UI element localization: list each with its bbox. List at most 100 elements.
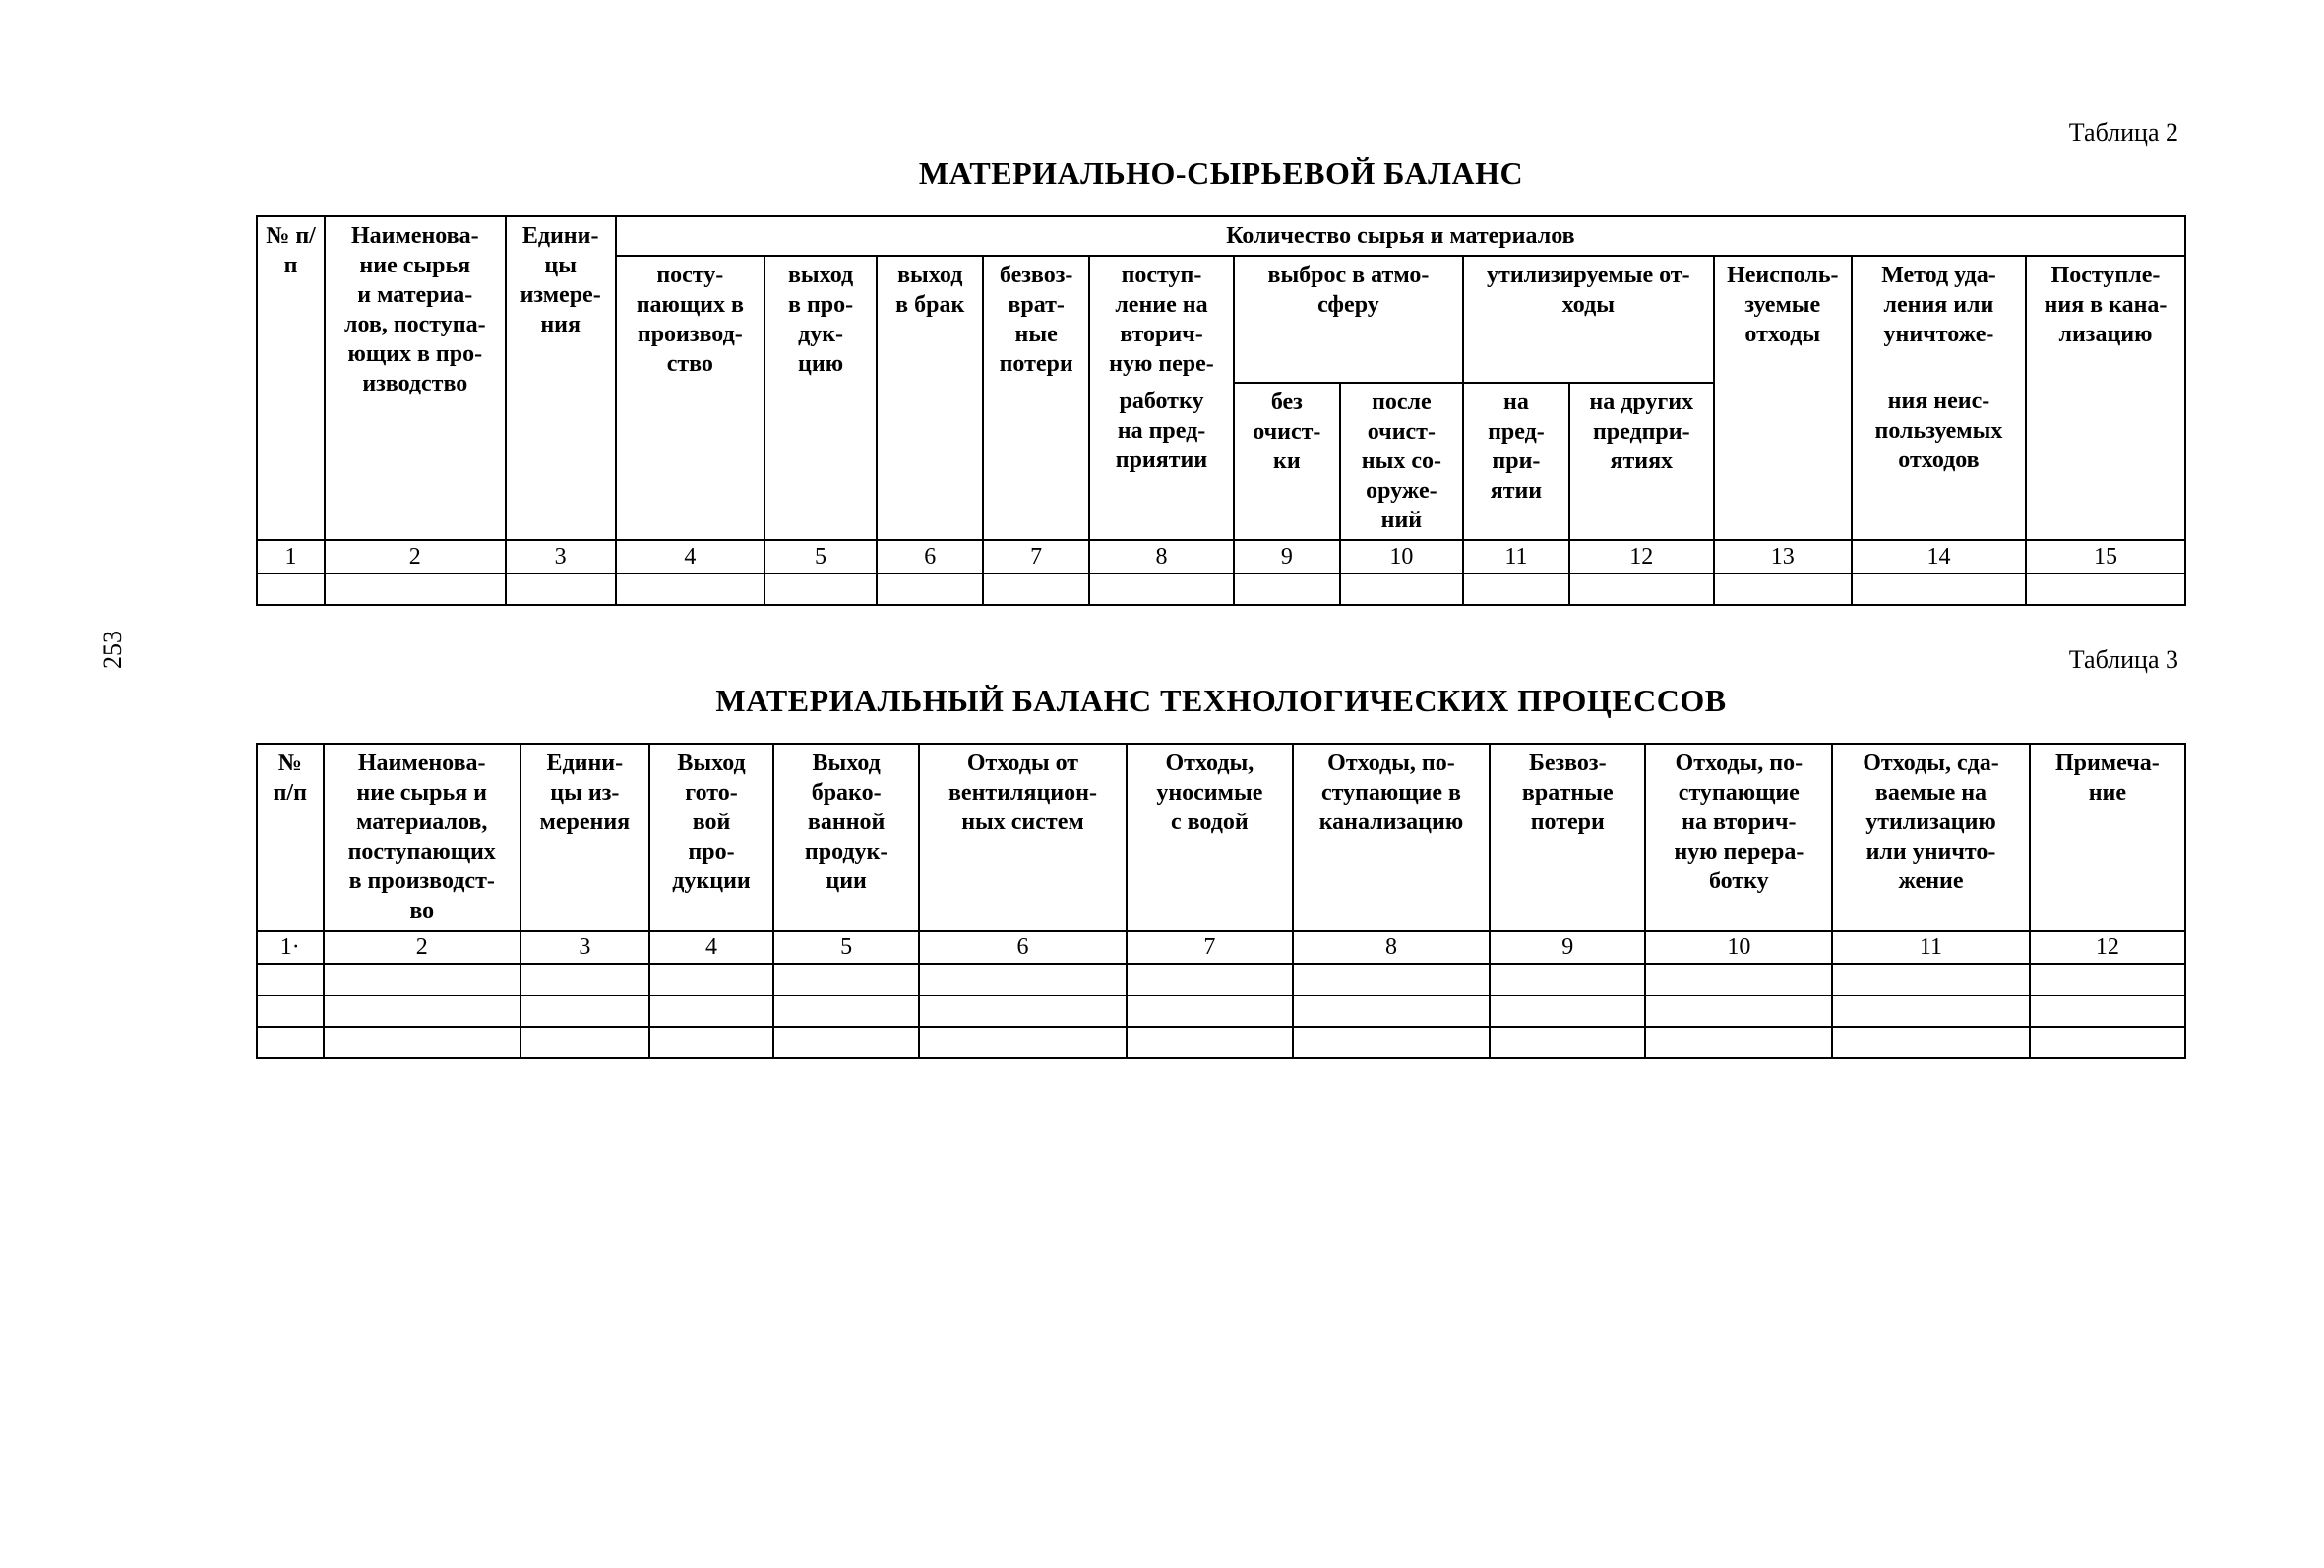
cell — [1832, 995, 2029, 1027]
cell — [1645, 964, 1832, 995]
t2-h-col8-top: поступ-ление навторич-ную пере- — [1089, 256, 1234, 383]
cell — [324, 995, 520, 1027]
cell — [919, 995, 1127, 1027]
col-number: 6 — [919, 931, 1127, 964]
t3-h-col12: Примеча-ние — [2030, 744, 2185, 931]
col-number: 9 — [1490, 931, 1645, 964]
cell — [1490, 995, 1645, 1027]
t2-h-col8-bot: работкуна пред-приятии — [1089, 383, 1234, 540]
t2-h-col7: безвоз-врат-ныепотери — [983, 256, 1089, 540]
cell — [2030, 964, 2185, 995]
t2-h-col11: напред-при-ятии — [1463, 383, 1569, 540]
t3-h-col3: Едини-цы из-мерения — [520, 744, 649, 931]
table2: № п/п Наименова-ние сырьяи материа-лов, … — [256, 215, 2186, 606]
t2-h-col1: № п/п — [257, 216, 325, 540]
cell — [1569, 573, 1714, 605]
cell — [257, 995, 324, 1027]
cell — [1463, 573, 1569, 605]
col-number: 13 — [1714, 540, 1852, 573]
cell — [257, 573, 325, 605]
table-row — [257, 573, 2185, 605]
cell — [649, 1027, 774, 1058]
t2-h-col12: на другихпредпри-ятиях — [1569, 383, 1714, 540]
cell — [1293, 995, 1490, 1027]
table2-head: № п/п Наименова-ние сырьяи материа-лов, … — [257, 216, 2185, 540]
cell — [520, 995, 649, 1027]
t3-h-col9: Безвоз-вратныепотери — [1490, 744, 1645, 931]
cell — [773, 964, 919, 995]
cell — [1234, 573, 1340, 605]
col-number: 12 — [2030, 931, 2185, 964]
t2-h-col5: выходв про-дук-цию — [764, 256, 877, 540]
t3-h-col1: №п/п — [257, 744, 324, 931]
cell — [520, 1027, 649, 1058]
col-number: 14 — [1852, 540, 2026, 573]
cell — [1832, 964, 2029, 995]
col-number: 7 — [1127, 931, 1293, 964]
table-row — [257, 995, 2185, 1027]
cell — [1645, 1027, 1832, 1058]
table2-title: МАТЕРИАЛЬНО-СЫРЬЕВОЙ БАЛАНС — [256, 155, 2186, 192]
cell — [764, 573, 877, 605]
cell — [1714, 573, 1852, 605]
t3-h-col11: Отходы, сда-ваемые наутилизациюили уничт… — [1832, 744, 2029, 931]
cell — [1645, 995, 1832, 1027]
page-number: 253 — [98, 631, 128, 669]
col-number: 5 — [773, 931, 919, 964]
t2-h-col14-bot: ния неис-пользуемыхотходов — [1852, 383, 2026, 540]
t2-h-group: Количество сырья и материалов — [616, 216, 2185, 256]
t2-h-col6: выходв брак — [877, 256, 983, 540]
cell — [1127, 964, 1293, 995]
col-number: 10 — [1645, 931, 1832, 964]
col-number: 8 — [1089, 540, 1234, 573]
t3-h-col6: Отходы отвентиляцион-ных систем — [919, 744, 1127, 931]
number-row: 123456789101112131415 — [257, 540, 2185, 573]
col-number: 5 — [764, 540, 877, 573]
t3-h-col8: Отходы, по-ступающие вканализацию — [1293, 744, 1490, 931]
t3-h-col2: Наименова-ние сырья иматериалов,поступаю… — [324, 744, 520, 931]
t3-h-col7: Отходы,уносимыес водой — [1127, 744, 1293, 931]
cell — [773, 1027, 919, 1058]
col-number: 3 — [506, 540, 616, 573]
cell — [325, 573, 505, 605]
table3-title: МАТЕРИАЛЬНЫЙ БАЛАНС ТЕХНОЛОГИЧЕСКИХ ПРОЦ… — [256, 683, 2186, 719]
col-number: 15 — [2026, 540, 2185, 573]
col-number: 2 — [325, 540, 505, 573]
cell — [1490, 1027, 1645, 1058]
t3-h-col5: Выходбрако-ваннойпродук-ции — [773, 744, 919, 931]
cell — [2026, 573, 2185, 605]
table3: №п/п Наименова-ние сырья иматериалов,пос… — [256, 743, 2186, 1059]
cell — [983, 573, 1089, 605]
cell — [506, 573, 616, 605]
col-number: 11 — [1463, 540, 1569, 573]
cell — [1293, 964, 1490, 995]
t2-h-col2: Наименова-ние сырьяи материа-лов, поступ… — [325, 216, 505, 540]
col-number: 1· — [257, 931, 324, 964]
table3-body: 1·23456789101112 — [257, 931, 2185, 1058]
col-number: 8 — [1293, 931, 1490, 964]
t2-h-g9-10: выброс в атмо-сферу — [1234, 256, 1463, 383]
cell — [2030, 1027, 2185, 1058]
cell — [1852, 573, 2026, 605]
cell — [1340, 573, 1463, 605]
t2-h-col14-top: Метод уда-ления илиуничтоже- — [1852, 256, 2026, 383]
t2-h-col3: Едини-цыизмере-ния — [506, 216, 616, 540]
page: 253 Таблица 2 МАТЕРИАЛЬНО-СЫРЬЕВОЙ БАЛАН… — [0, 0, 2324, 1568]
t3-h-col4: Выходгото-войпро-дукции — [649, 744, 774, 931]
table2-label: Таблица 2 — [256, 118, 2178, 148]
table2-body: 123456789101112131415 — [257, 540, 2185, 605]
col-number: 12 — [1569, 540, 1714, 573]
t2-h-col13: Неисполь-зуемыеотходы — [1714, 256, 1852, 540]
t2-h-col9: безочист-ки — [1234, 383, 1340, 540]
t2-h-g11-12: утилизируемые от-ходы — [1463, 256, 1714, 383]
cell — [616, 573, 764, 605]
table-row — [257, 1027, 2185, 1058]
cell — [919, 1027, 1127, 1058]
cell — [1127, 1027, 1293, 1058]
cell — [257, 964, 324, 995]
cell — [1293, 1027, 1490, 1058]
table-row — [257, 964, 2185, 995]
col-number: 10 — [1340, 540, 1463, 573]
col-number: 4 — [649, 931, 774, 964]
cell — [649, 964, 774, 995]
